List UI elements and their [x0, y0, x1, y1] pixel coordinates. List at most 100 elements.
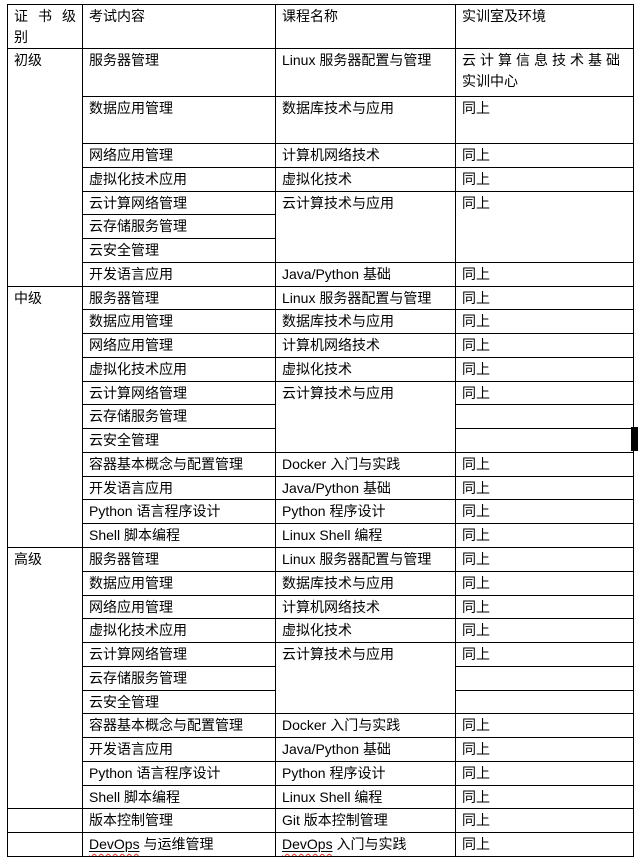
table-cell: 同上	[455, 547, 634, 572]
table-cell: 同上	[455, 451, 634, 477]
table-cell: 云安全管理	[82, 689, 276, 715]
table-cell: 同上	[455, 333, 634, 358]
table-row: 云安全管理	[8, 238, 634, 263]
table-cell: 云计算信息技术基础实训中心	[455, 48, 634, 97]
table-cell: 服务器管理	[82, 547, 276, 572]
table-cell: 同上	[455, 143, 634, 168]
table-cell: Java/Python 基础	[275, 475, 456, 501]
table-cell: 开发语言应用	[82, 475, 276, 501]
table-cell: 同上	[455, 261, 634, 287]
table-row: 网络应用管理 计算机网络技术 同上	[8, 333, 634, 358]
header-col-exam-content: 考试内容	[82, 4, 276, 49]
table-cell: 数据应用管理	[82, 309, 276, 335]
table-row: 开发语言应用 Java/Python 基础 同上	[8, 261, 634, 287]
table-cell: 虚拟化技术	[275, 618, 456, 644]
table-cell: 虚拟化技术	[275, 166, 456, 192]
table-cell: 同上	[455, 570, 634, 596]
table-cell: 同上	[455, 309, 634, 335]
table-cell: Linux 服务器配置与管理	[275, 547, 456, 572]
edge-mark	[631, 427, 638, 451]
table-cell: 同上	[455, 499, 634, 525]
table-cell: 虚拟化技术应用	[82, 166, 276, 192]
table-cell: Shell 脚本编程	[82, 523, 276, 549]
table-row: 虚拟化技术应用 虚拟化技术 同上	[8, 166, 634, 192]
table-cell: 同上	[455, 642, 634, 667]
table-cell: 计算机网络技术	[275, 594, 456, 620]
header-col-course-name: 课程名称	[275, 4, 456, 49]
table-row: 高级 服务器管理 Linux 服务器配置与管理 同上	[7, 547, 634, 810]
certification-course-table: 证 书 级 别 考试内容 课程名称 实训室及环境 初级 服务器管理 Linux 服务…	[7, 4, 634, 857]
table-row: 云计算网络管理 云计算技术与应用 同上	[8, 642, 634, 715]
level-cell: 中级	[7, 285, 83, 549]
header-col-training-room: 实训室及环境	[455, 4, 634, 49]
table-row: 容器基本概念与配置管理 Docker 入门与实践 同上	[8, 713, 634, 739]
table-cell: 计算机网络技术	[275, 333, 456, 358]
table-cell: Docker 入门与实践	[275, 451, 456, 477]
table-cell: 同上	[455, 285, 634, 311]
table-cell: 数据应用管理	[82, 96, 276, 144]
table-cell: 开发语言应用	[82, 737, 276, 762]
table-row: 开发语言应用 Java/Python 基础 同上	[8, 475, 634, 501]
table-row: Python 语言程序设计 Python 程序设计 同上	[8, 499, 634, 525]
misspelled-word-text: DevOps	[89, 836, 140, 853]
table-cell: 同上	[455, 380, 634, 406]
table-cell: Linux 服务器配置与管理	[275, 285, 456, 311]
table-cell: 虚拟化技术应用	[82, 356, 276, 382]
misspelled-word: DevOps	[89, 836, 140, 852]
table-cell: 同上	[455, 356, 634, 382]
table-cell: 同上	[455, 166, 634, 192]
table-cell: 网络应用管理	[82, 333, 276, 358]
table-cell: 云安全管理	[82, 428, 276, 453]
header-col-cert-level: 证 书 级 别	[7, 4, 83, 49]
table-cell: 容器基本概念与配置管理	[82, 713, 276, 739]
table-row: Python 语言程序设计 Python 程序设计 同上	[8, 760, 634, 786]
table-row: 数据应用管理 数据库技术与应用 同上	[8, 309, 634, 335]
table-cell: Git 版本控制管理	[275, 808, 456, 834]
table-cell: Shell 脚本编程	[82, 784, 276, 810]
table-cell: Python 程序设计	[275, 499, 456, 525]
table-row: Shell 脚本编程 Linux Shell 编程 同上	[8, 523, 634, 549]
table-cell: 数据应用管理	[82, 570, 276, 596]
table-cell: 网络应用管理	[82, 594, 276, 620]
table-cell: 云安全管理	[82, 238, 276, 263]
table-row: 云计算网络管理 云计算技术与应用 同上	[8, 190, 634, 263]
table-body: 初级 服务器管理 Linux 服务器配置与管理 云计算信息技术基础实训中心 数据应用管理…	[7, 48, 634, 857]
table-row: 网络应用管理 计算机网络技术 同上	[8, 143, 634, 168]
table-cell: 开发语言应用	[82, 261, 276, 287]
table-row: 开发语言应用 Java/Python 基础 同上	[8, 737, 634, 762]
table-cell: 同上	[455, 190, 634, 263]
table-cell: Python 语言程序设计	[82, 499, 276, 525]
table-cell: 同上	[455, 96, 634, 144]
table-cell: 同上	[455, 618, 634, 644]
table-cell: 数据库技术与应用	[275, 309, 456, 335]
table-cell	[455, 404, 634, 430]
table-cell: Python 程序设计	[275, 760, 456, 786]
table-cell: Linux 服务器配置与管理	[275, 48, 456, 97]
table-cell: 服务器管理	[82, 48, 276, 97]
table-row: 数据应用管理 数据库技术与应用 同上	[8, 96, 634, 144]
table-row: 数据应用管理 数据库技术与应用 同上	[8, 570, 634, 596]
table-cell: Linux Shell 编程	[275, 523, 456, 549]
table-cell: 云计算网络管理	[82, 380, 276, 406]
table-cell: Docker 入门与实践	[275, 713, 456, 739]
table-cell: 同上	[455, 808, 634, 834]
misspelled-word: DevOps	[282, 836, 333, 852]
table-row: 网络应用管理 计算机网络技术 同上	[8, 594, 634, 620]
table-cell: 同上	[455, 737, 634, 762]
misspelled-word-text: DevOps	[282, 836, 333, 853]
table-cell: Java/Python 基础	[275, 737, 456, 762]
table-cell: 计算机网络技术	[275, 143, 456, 168]
table-row: 云存储服务管理	[8, 214, 634, 240]
table-cell	[455, 689, 634, 715]
table-cell: 数据库技术与应用	[275, 570, 456, 596]
table-cell: 同上	[455, 784, 634, 810]
table-cell: DevOps 入门与实践	[275, 832, 456, 857]
table-row: 中级 服务器管理 Linux 服务器配置与管理 同上	[7, 285, 634, 549]
table-cell: 同上	[455, 523, 634, 549]
table-row: 容器基本概念与配置管理 Docker 入门与实践 同上	[8, 451, 634, 477]
table-cell: Java/Python 基础	[275, 261, 456, 287]
table-row: 虚拟化技术应用 虚拟化技术 同上	[8, 356, 634, 382]
table-cell: 同上	[455, 475, 634, 501]
table-cell	[455, 428, 634, 453]
table-cell: Linux Shell 编程	[275, 784, 456, 810]
